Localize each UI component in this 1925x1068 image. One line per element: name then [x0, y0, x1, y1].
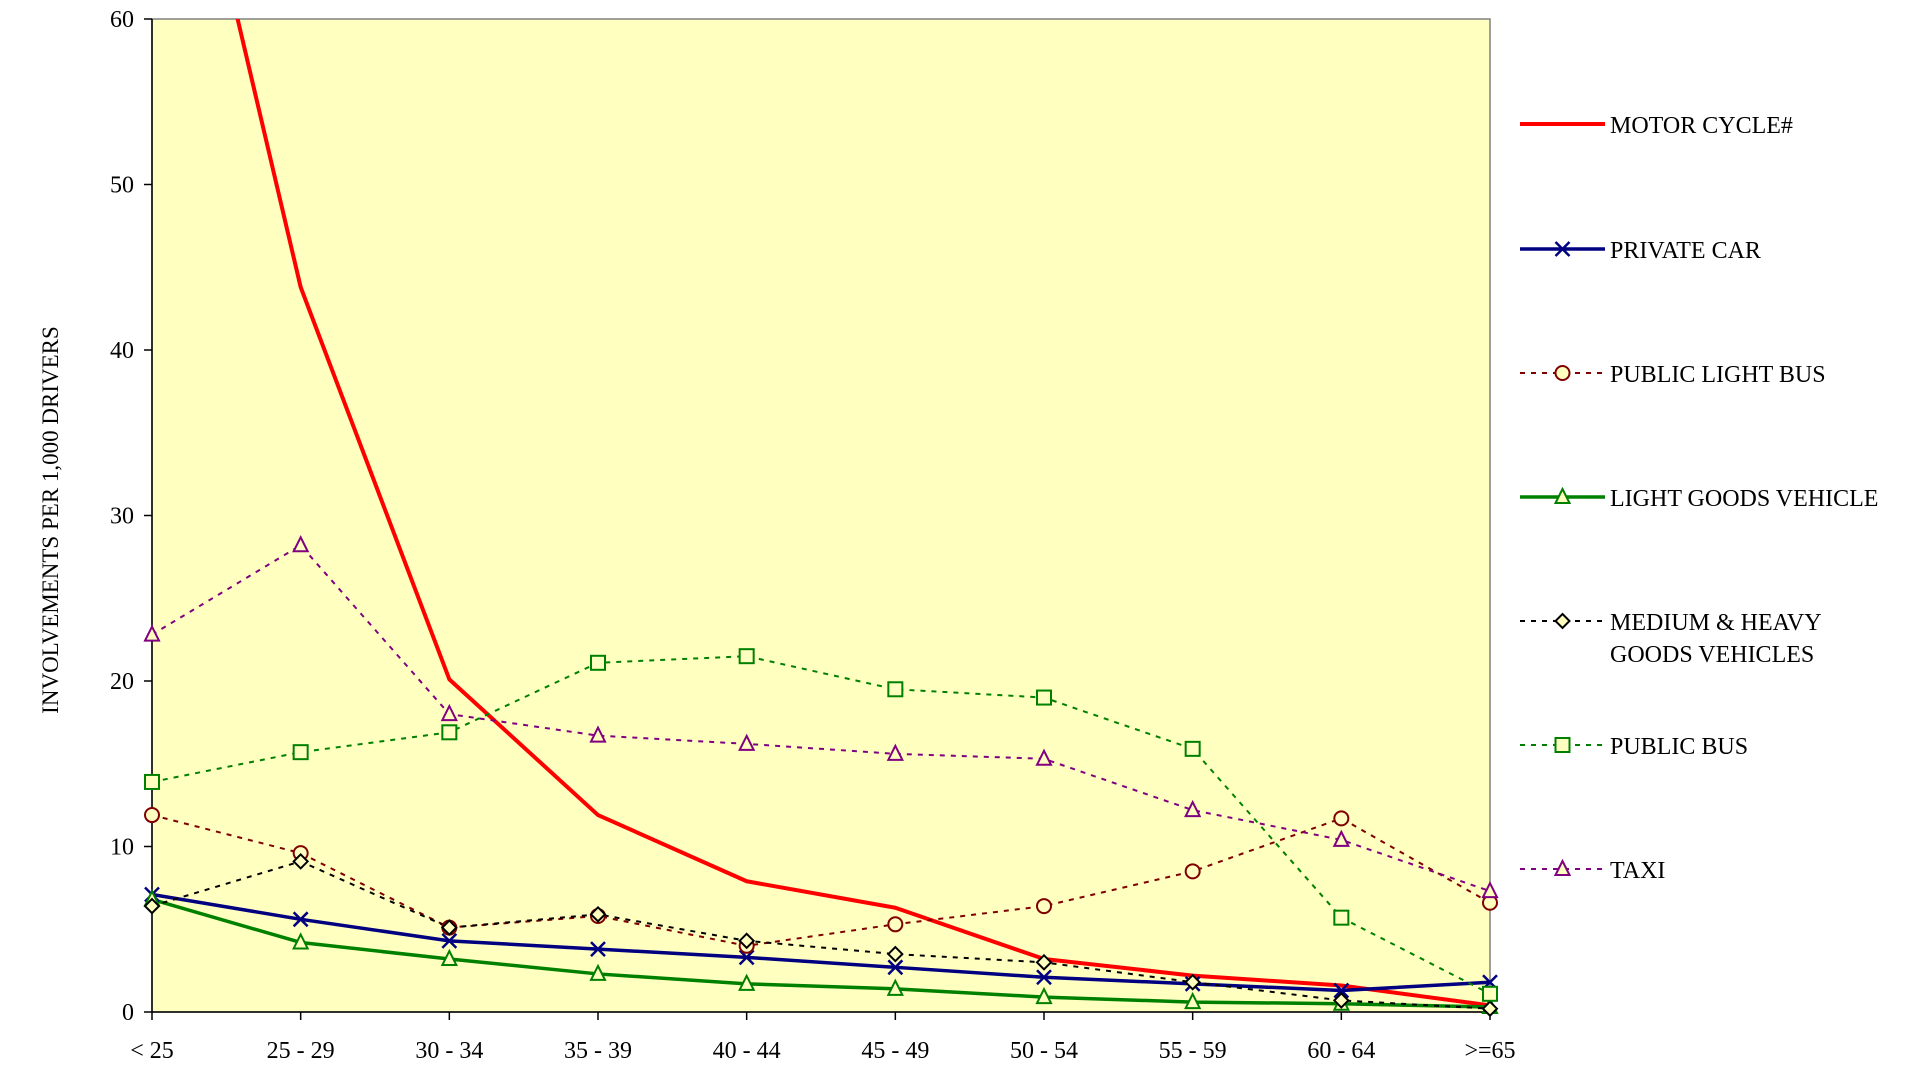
data-point-private-car	[1333, 982, 1350, 999]
y-tick-label: 40	[110, 338, 134, 364]
data-point-light-goods-vehicle	[1184, 991, 1202, 1010]
legend-marker-private-car	[1554, 241, 1571, 257]
data-point-medium-heavy-goods-vehicles	[1184, 973, 1202, 991]
y-tick-label: 0	[122, 1000, 134, 1026]
data-point-medium-heavy-goods-vehicles	[589, 905, 607, 923]
data-point-taxi	[1035, 748, 1053, 766]
data-point-public-bus	[144, 773, 160, 790]
data-point-taxi	[886, 743, 904, 761]
legend-label: PUBLIC LIGHT BUS	[1610, 362, 1826, 388]
legend-label: MOTOR CYCLE#	[1610, 113, 1793, 139]
legend-label: PUBLIC BUS	[1610, 734, 1748, 760]
series-layer	[152, 19, 1490, 1010]
data-point-medium-heavy-goods-vehicles	[886, 945, 904, 963]
data-point-medium-heavy-goods-vehicles	[143, 897, 161, 915]
data-point-taxi	[1184, 799, 1202, 818]
series-line-taxi	[152, 544, 1490, 893]
x-tick-label: >=65	[1464, 1038, 1515, 1063]
data-point-light-goods-vehicle	[440, 948, 458, 967]
data-point-public-light-bus	[1036, 898, 1052, 915]
legend-label: TAXI	[1610, 858, 1665, 884]
legend-marker-taxi	[1553, 858, 1572, 876]
data-point-private-car	[738, 949, 755, 966]
data-point-medium-heavy-goods-vehicles	[1481, 1000, 1499, 1018]
data-point-public-bus	[1036, 689, 1052, 706]
data-point-public-bus	[1184, 740, 1201, 757]
data-point-medium-heavy-goods-vehicles	[1332, 992, 1350, 1009]
x-tick-label: 50 - 54	[1010, 1038, 1078, 1063]
y-tick-label: 10	[110, 835, 134, 861]
data-point-private-car	[441, 932, 458, 949]
data-point-public-bus	[738, 648, 755, 665]
data-point-private-car	[1036, 969, 1052, 986]
data-point-taxi	[440, 703, 458, 722]
series-line-public-light-bus	[152, 814, 1490, 947]
data-point-public-light-bus	[1333, 810, 1350, 827]
data-point-public-bus	[590, 654, 606, 671]
data-point-public-light-bus	[887, 916, 904, 933]
data-point-public-bus	[1333, 909, 1350, 926]
data-point-medium-heavy-goods-vehicles	[738, 932, 756, 950]
data-point-taxi	[738, 733, 756, 751]
x-tick-label: 55 - 59	[1159, 1038, 1227, 1063]
data-point-public-bus	[292, 744, 309, 761]
series-line-private-car	[152, 892, 1490, 993]
data-point-medium-heavy-goods-vehicles	[440, 919, 458, 937]
data-point-taxi	[292, 535, 310, 553]
data-point-taxi	[1332, 829, 1350, 847]
y-tick-label: 20	[110, 669, 134, 695]
data-point-medium-heavy-goods-vehicles	[1035, 953, 1053, 971]
legend-marker-medium-heavy-goods-vehicles	[1554, 612, 1571, 630]
plot-area	[151, 18, 1491, 1013]
legend-marker-public-light-bus	[1554, 365, 1571, 381]
data-point-light-goods-vehicle	[1035, 986, 1053, 1005]
data-point-public-bus	[1482, 985, 1498, 1002]
y-tick-label: 60	[110, 7, 134, 33]
data-point-public-bus	[441, 724, 458, 741]
data-point-taxi	[143, 624, 161, 642]
legend-marker-public-bus	[1554, 737, 1571, 753]
data-point-private-car	[590, 941, 606, 957]
x-tick-label: 25 - 29	[267, 1038, 335, 1063]
markers-layer	[143, 535, 1499, 1018]
axes: 0 10 20 30 40 50 60 < 25 25 - 29 30 - 34 35 - 39 40…	[110, 7, 1516, 1064]
data-point-private-car	[292, 911, 309, 928]
data-point-light-goods-vehicle	[738, 973, 756, 991]
x-tick-label: 45 - 49	[861, 1038, 929, 1063]
y-tick-label: 50	[110, 173, 134, 199]
legend-marker-light-goods-vehicle	[1553, 486, 1572, 504]
x-tick-label: 60 - 64	[1307, 1038, 1375, 1063]
data-point-light-goods-vehicle	[589, 963, 607, 981]
series-line-motor-cycle	[235, 19, 1490, 1008]
y-tick-label: 30	[110, 504, 134, 530]
data-point-medium-heavy-goods-vehicles	[292, 852, 310, 870]
series-line-light-goods-vehicle	[152, 897, 1490, 1009]
data-point-public-bus	[887, 681, 904, 698]
data-point-light-goods-vehicle	[292, 932, 310, 950]
x-tick-label: < 25	[130, 1038, 174, 1063]
x-tick-label: 40 - 44	[713, 1038, 781, 1063]
data-point-taxi	[1481, 880, 1499, 899]
x-tick-label: 35 - 39	[564, 1038, 632, 1063]
data-point-private-car	[887, 959, 904, 976]
data-point-light-goods-vehicle	[886, 978, 904, 996]
x-tick-label: 30 - 34	[415, 1038, 483, 1063]
data-point-public-light-bus	[144, 807, 160, 824]
legend-label: GOODS VEHICLES	[1610, 642, 1814, 668]
legend-label: LIGHT GOODS VEHICLE	[1610, 486, 1878, 512]
data-point-public-light-bus	[1184, 863, 1201, 880]
y-axis-title: INVOLVEMENTS PER 1,000 DRIVERS	[38, 326, 63, 714]
legend-label: PRIVATE CAR	[1610, 238, 1761, 264]
legend-label: MEDIUM & HEAVY	[1610, 610, 1822, 636]
data-point-taxi	[589, 725, 607, 743]
